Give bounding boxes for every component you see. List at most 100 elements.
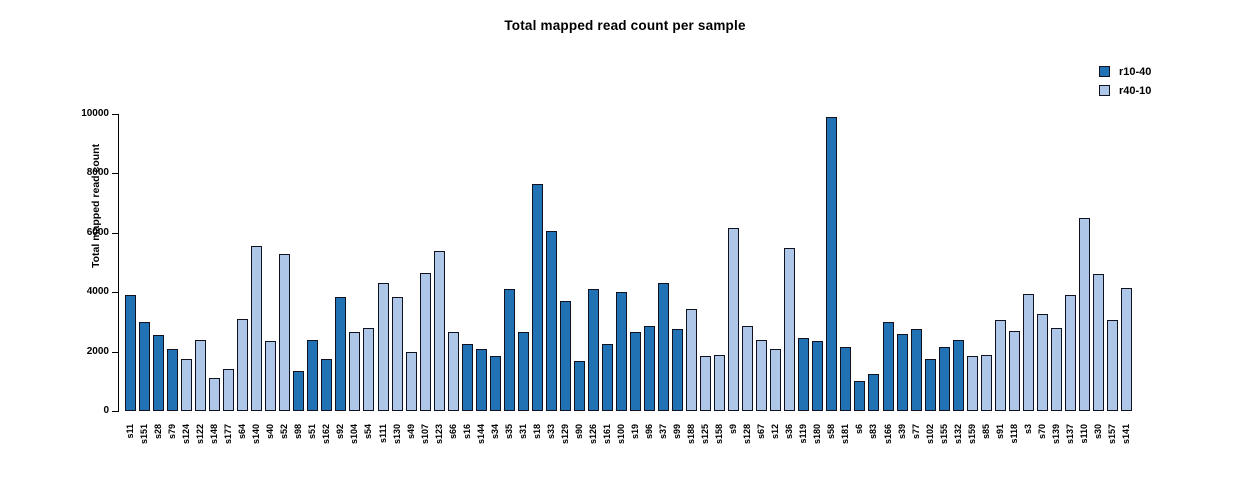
bar-s18	[532, 184, 543, 411]
x-tick-label-s123: s123	[434, 424, 444, 445]
bar-s70	[1037, 314, 1048, 411]
bar-s11	[125, 295, 136, 411]
x-tick-label-s92: s92	[335, 424, 345, 440]
x-tick-label-s36: s36	[784, 424, 794, 440]
bar-s98	[293, 371, 304, 411]
x-tick-label-s162: s162	[321, 424, 331, 445]
x-tick-label-s177: s177	[223, 424, 233, 445]
x-tick-label-s98: s98	[293, 424, 303, 440]
bar-s119	[798, 338, 809, 411]
bar-s122	[195, 340, 206, 411]
bar-s51	[307, 340, 318, 411]
x-tick-label-s31: s31	[518, 424, 528, 440]
x-tick-label-s157: s157	[1107, 424, 1117, 445]
bar-s177	[223, 369, 234, 411]
x-tick-label-s6: s6	[854, 424, 864, 435]
x-tick-label-s83: s83	[868, 424, 878, 440]
bar-s102	[925, 359, 936, 411]
bar-s6	[854, 381, 865, 411]
bar-s52	[279, 254, 290, 411]
bar-s91	[995, 320, 1006, 411]
bar-s125	[700, 356, 711, 411]
y-axis-line	[118, 114, 119, 412]
x-tick-label-s16: s16	[462, 424, 472, 440]
x-tick-label-s77: s77	[911, 424, 921, 440]
x-tick-label-s85: s85	[981, 424, 991, 440]
bar-s137	[1065, 295, 1076, 411]
legend-swatch-r10-40	[1099, 66, 1110, 77]
x-tick-label-s100: s100	[616, 424, 626, 445]
legend: r10-40 r40-10	[1099, 62, 1151, 100]
bar-s31	[518, 332, 529, 411]
bar-s85	[981, 355, 992, 411]
bar-s118	[1009, 331, 1020, 411]
y-axis-tick-label: 8000	[86, 167, 109, 179]
x-tick-label-s126: s126	[588, 424, 598, 445]
x-tick-label-s128: s128	[742, 424, 752, 445]
x-tick-label-s155: s155	[939, 424, 949, 445]
bar-s77	[911, 329, 922, 411]
bar-s139	[1051, 328, 1062, 411]
bar-s151	[139, 322, 150, 411]
bar-s36	[784, 248, 795, 411]
x-tick-label-s119: s119	[798, 424, 808, 444]
bar-s9	[728, 228, 739, 411]
bar-s35	[504, 289, 515, 411]
x-tick-label-s18: s18	[532, 424, 542, 440]
x-tick-label-s137: s137	[1065, 424, 1075, 445]
x-tick-label-s90: s90	[574, 424, 584, 440]
bar-s130	[392, 297, 403, 411]
x-tick-label-s151: s151	[139, 424, 149, 445]
bar-s40	[265, 341, 276, 411]
bar-s28	[153, 335, 164, 411]
bar-s129	[560, 301, 571, 411]
x-tick-label-s96: s96	[644, 424, 654, 440]
y-axis-tick	[112, 173, 118, 175]
y-axis-tick-label: 4000	[86, 286, 109, 298]
y-axis-tick	[112, 411, 118, 412]
bar-s157	[1107, 320, 1118, 411]
x-tick-label-s52: s52	[279, 424, 289, 440]
x-tick-label-s122: s122	[195, 424, 205, 445]
bar-s111	[378, 283, 389, 411]
y-axis-tick	[112, 114, 118, 115]
bar-s67	[756, 340, 767, 411]
bar-s166	[883, 322, 894, 411]
x-tick-label-s9: s9	[728, 424, 738, 435]
x-tick-label-s30: s30	[1093, 424, 1103, 440]
bar-s181	[840, 347, 851, 411]
bar-s34	[490, 356, 501, 411]
x-tick-label-s28: s28	[153, 424, 163, 440]
x-tick-label-s140: s140	[251, 424, 261, 445]
legend-swatch-r40-10	[1099, 85, 1110, 96]
bar-s126	[588, 289, 599, 411]
x-tick-label-s161: s161	[602, 424, 612, 445]
x-tick-label-s51: s51	[307, 424, 317, 440]
bar-s144	[476, 349, 487, 411]
x-tick-label-s54: s54	[363, 424, 373, 440]
x-tick-label-s40: s40	[265, 424, 275, 440]
chart-title: Total mapped read count per sample	[504, 18, 746, 33]
x-tick-label-s35: s35	[504, 424, 514, 440]
bar-s54	[363, 328, 374, 411]
bar-s140	[251, 246, 262, 411]
bar-s12	[770, 349, 781, 411]
y-axis-tick	[112, 292, 118, 294]
bar-s30	[1093, 274, 1104, 411]
x-tick-label-s37: s37	[658, 424, 668, 440]
y-axis-tick-label: 6000	[86, 226, 109, 238]
x-tick-label-s58: s58	[826, 424, 836, 440]
x-tick-label-s124: s124	[181, 424, 191, 445]
y-axis-tick-label: 10000	[81, 108, 109, 119]
x-tick-label-s180: s180	[812, 424, 822, 445]
legend-label: r40-10	[1119, 84, 1152, 97]
bar-s3	[1023, 294, 1034, 411]
x-tick-label-s129: s129	[560, 424, 570, 445]
bar-s79	[167, 349, 178, 411]
y-axis-tick	[112, 232, 118, 234]
bar-s99	[672, 329, 683, 411]
x-tick-label-s181: s181	[840, 424, 850, 445]
y-axis-title: Total mapped read count	[90, 143, 103, 268]
bar-s148	[209, 378, 220, 411]
bar-s159	[967, 356, 978, 411]
